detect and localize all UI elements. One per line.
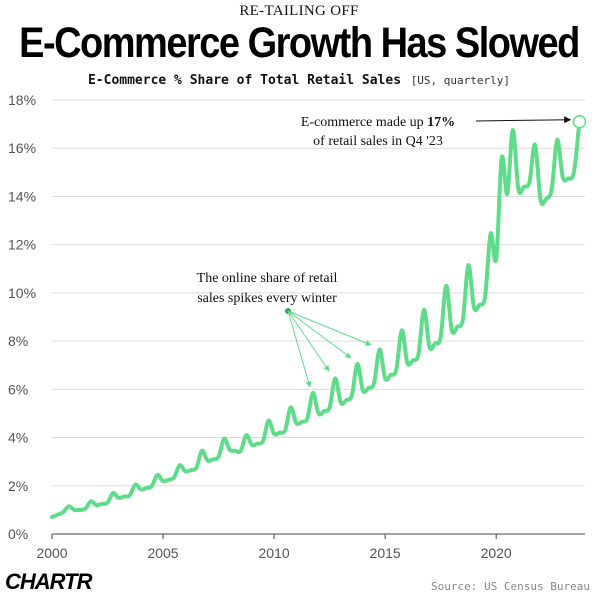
annotation-winter-arrow <box>287 310 372 346</box>
subtitle-unit: [US, quarterly] <box>410 74 511 87</box>
end-point-marker <box>572 114 587 129</box>
y-tick-label: 10% <box>8 285 36 301</box>
annotation-q4-arrow <box>475 116 572 124</box>
annotation-q4-line2: of retail sales in Q4 '23 <box>313 134 443 149</box>
chart-subtitle: E-Commerce % Share of Total Retail Sales… <box>0 69 598 88</box>
annotation-winter-line1: The online share of retail <box>197 271 338 286</box>
series-line <box>50 119 582 520</box>
chartr-logo: CHARTR <box>5 569 92 594</box>
subtitle-main: E-Commerce % Share of Total Retail Sales <box>87 73 402 88</box>
chart-kicker: RE-TAILING OFF <box>239 3 359 19</box>
y-tick-label: 16% <box>8 140 36 156</box>
source-note: Source: US Census Bureau <box>431 580 590 593</box>
x-tick-label: 2015 <box>370 545 401 561</box>
y-tick-label: 14% <box>8 188 36 204</box>
annotation-layer: E-commerce made up 17% of retail sales in… <box>197 115 572 388</box>
annotation-winter-line2: sales spikes every winter <box>197 291 337 306</box>
y-tick-label: 8% <box>8 333 28 349</box>
y-tick-label: 0% <box>8 526 28 542</box>
chart-headline: E-Commerce Growth Has Slowed <box>19 20 580 68</box>
x-tick-label: 2010 <box>259 545 290 561</box>
annotation-winter-arrow <box>287 310 330 372</box>
annotation-q4-line1: E-commerce made up 17% <box>301 115 455 130</box>
grid-layer <box>52 99 585 535</box>
series-layer <box>50 114 587 520</box>
y-tick-label: 6% <box>8 381 28 397</box>
x-tick-label: 2005 <box>147 545 178 561</box>
x-tick-label: 2000 <box>36 545 67 561</box>
y-tick-label: 18% <box>8 92 36 108</box>
y-tick-label: 4% <box>8 430 28 446</box>
x-tick-label: 2020 <box>481 545 512 561</box>
y-tick-label: 12% <box>8 237 36 253</box>
annotation-winter-arrow <box>287 310 312 388</box>
axis-layer: 0% 2% 4% 6% 8% 10% 12% 14% 16% 18% 2000 2005 2010 201… <box>8 92 585 561</box>
annotation-winter-arrow <box>287 310 352 359</box>
y-tick-label: 2% <box>8 478 28 494</box>
